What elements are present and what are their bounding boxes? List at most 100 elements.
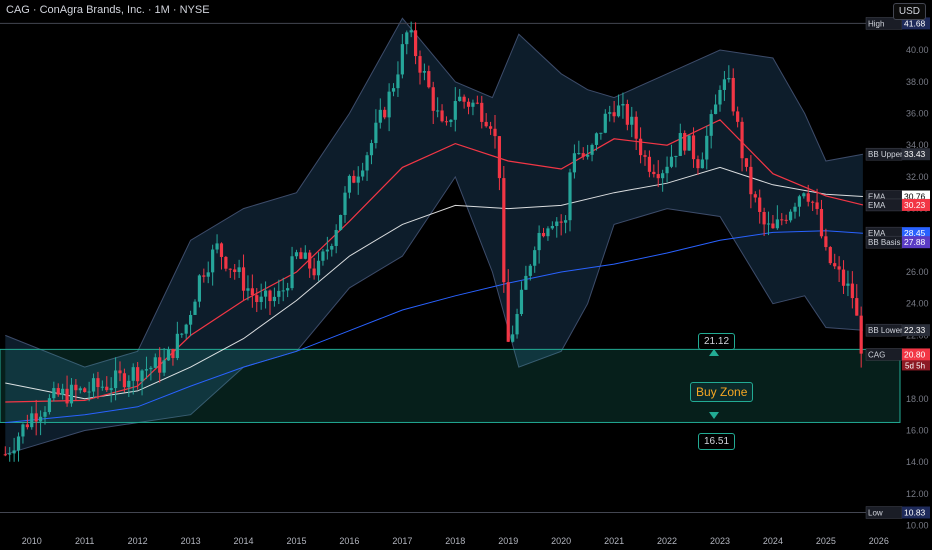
candle-body bbox=[153, 357, 157, 368]
candle-body bbox=[674, 155, 678, 157]
y-tick-label: 12.00 bbox=[906, 489, 929, 499]
candle-body bbox=[753, 194, 757, 198]
candle-body bbox=[528, 265, 532, 276]
price-label-name: BB Basis bbox=[868, 238, 900, 247]
candle-body bbox=[841, 269, 846, 286]
candle-body bbox=[718, 89, 722, 105]
candle-body bbox=[347, 175, 352, 193]
candle-body bbox=[568, 172, 572, 221]
candle-body bbox=[312, 268, 316, 276]
price-label-value: 20.80 bbox=[904, 349, 926, 359]
candle-body bbox=[136, 367, 140, 382]
price-label-value: 30.76 bbox=[904, 192, 926, 202]
candle-body bbox=[74, 384, 78, 391]
arrow-down-icon bbox=[709, 412, 719, 419]
candle-body bbox=[484, 121, 488, 127]
price-label-name: Low bbox=[868, 509, 883, 518]
price-label-value: 41.68 bbox=[904, 18, 926, 28]
price-label-value: 28.45 bbox=[904, 228, 926, 238]
candle-body bbox=[625, 104, 629, 125]
candle-body bbox=[418, 56, 422, 73]
candle-body bbox=[396, 74, 400, 89]
candle-body bbox=[581, 153, 585, 157]
price-label-low: Low 10.83 bbox=[865, 506, 930, 519]
candle-body bbox=[109, 388, 113, 391]
candle-body bbox=[409, 30, 413, 33]
candle-body bbox=[224, 256, 228, 269]
x-tick-label: 2020 bbox=[551, 536, 571, 546]
price-label-value-box bbox=[902, 227, 930, 240]
candle-body bbox=[493, 128, 497, 137]
chart-title: CAG · ConAgra Brands, Inc. · 1M · NYSE bbox=[6, 4, 210, 16]
currency-button[interactable]: USD bbox=[892, 3, 926, 20]
candle-body bbox=[550, 225, 554, 229]
candle-body bbox=[449, 119, 453, 123]
price-label-name: EMA bbox=[868, 201, 886, 210]
x-tick-label: 2018 bbox=[445, 536, 465, 546]
arrow-up-icon bbox=[709, 349, 719, 356]
candle-body bbox=[440, 110, 444, 122]
candle-body bbox=[713, 104, 718, 115]
candle-body bbox=[374, 122, 378, 144]
candle-body bbox=[233, 269, 237, 273]
candle-body bbox=[537, 232, 541, 251]
candle-body bbox=[400, 44, 404, 75]
price-label-value-box bbox=[902, 198, 930, 211]
candle-body bbox=[647, 156, 652, 172]
candle-body bbox=[246, 288, 250, 291]
candle-body bbox=[38, 416, 43, 422]
candle-body bbox=[290, 256, 294, 289]
candle-body bbox=[378, 109, 382, 123]
candle-body bbox=[546, 228, 550, 237]
x-tick-label: 2016 bbox=[339, 536, 359, 546]
y-tick-label: 34.00 bbox=[906, 140, 929, 150]
price-label-value: 27.88 bbox=[904, 237, 926, 247]
candle-body bbox=[352, 175, 356, 183]
candle-body bbox=[237, 267, 241, 273]
candle-body bbox=[541, 232, 546, 237]
price-label-ema: EMA 30.23 bbox=[865, 198, 930, 212]
candle-body bbox=[197, 275, 202, 302]
x-tick-label: 2010 bbox=[22, 536, 42, 546]
candle-body bbox=[338, 214, 343, 230]
candle-body bbox=[356, 176, 360, 183]
candle-body bbox=[387, 91, 391, 118]
x-tick-label: 2023 bbox=[710, 536, 730, 546]
candle-body bbox=[286, 288, 290, 291]
y-tick-label: 18.00 bbox=[906, 394, 929, 404]
candle-body bbox=[586, 154, 590, 157]
candle-body bbox=[299, 252, 303, 259]
candle-body bbox=[678, 133, 682, 156]
candle-body bbox=[162, 360, 166, 373]
x-tick-label: 2012 bbox=[128, 536, 148, 546]
candle-body bbox=[797, 196, 802, 207]
candle-body bbox=[61, 388, 65, 395]
candle-body bbox=[850, 283, 854, 299]
candle-body bbox=[563, 220, 568, 223]
x-tick-label: 2014 bbox=[234, 536, 254, 546]
candle-body bbox=[736, 111, 740, 122]
candle-body bbox=[413, 30, 418, 57]
price-label-value: 22.33 bbox=[904, 325, 926, 335]
candle-body bbox=[144, 369, 149, 371]
candle-body bbox=[171, 349, 175, 359]
candle-body bbox=[652, 171, 656, 175]
price-label-name: EMA bbox=[868, 229, 886, 238]
price-label-value: 10.83 bbox=[904, 508, 926, 518]
candle-body bbox=[127, 380, 131, 388]
candle-body bbox=[744, 158, 749, 167]
candle-body bbox=[616, 105, 621, 117]
candle-body bbox=[436, 110, 440, 112]
y-tick-label: 16.00 bbox=[906, 426, 929, 436]
price-label-bb-upper: BB Upper 33.43 bbox=[865, 147, 930, 161]
candle-body bbox=[462, 96, 466, 102]
candle-body bbox=[294, 252, 299, 257]
zone-top-callout: 21.12 bbox=[698, 333, 736, 350]
candle-body bbox=[572, 153, 577, 173]
candle-body bbox=[184, 324, 188, 334]
candle-body bbox=[175, 333, 179, 359]
candle-body bbox=[762, 211, 766, 225]
candle-body bbox=[828, 247, 832, 264]
y-tick-label: 32.00 bbox=[906, 172, 929, 182]
